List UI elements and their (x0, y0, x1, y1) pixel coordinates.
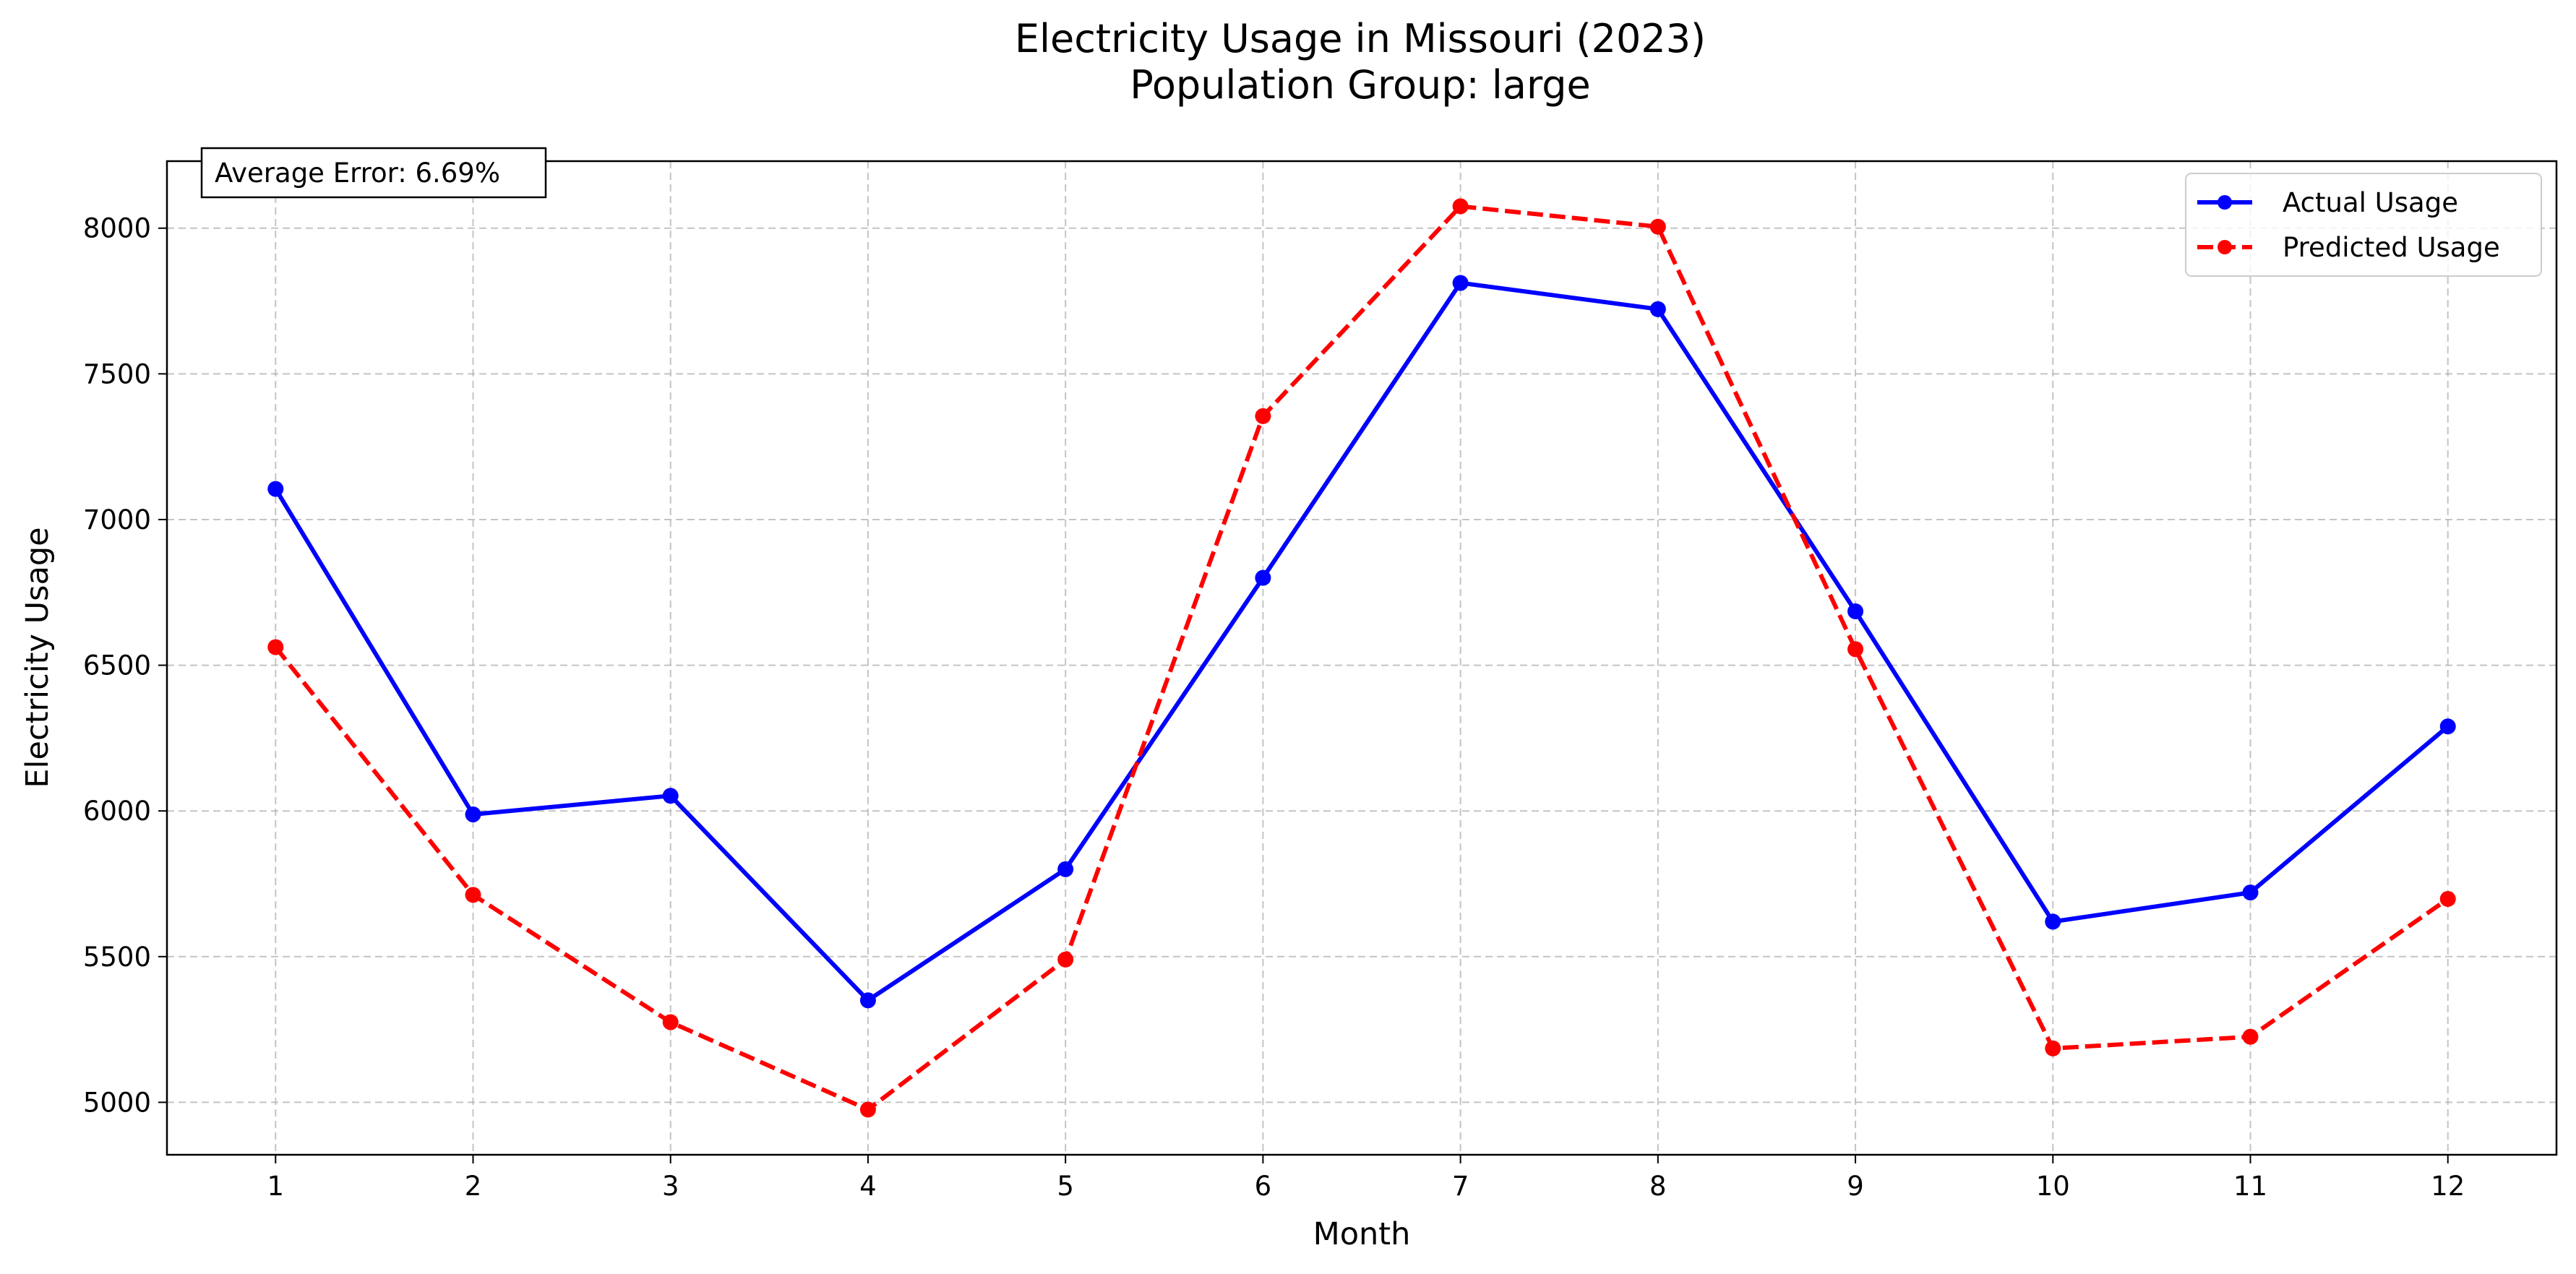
y-tick-label: 5500 (83, 942, 151, 973)
chart-subtitle: Population Group: large (1130, 62, 1590, 108)
x-tick-label: 11 (2233, 1171, 2267, 1202)
predicted-usage-point (1255, 408, 1271, 424)
actual-usage-point (859, 992, 876, 1009)
legend-marker-predicted (2217, 240, 2232, 254)
legend-frame (2185, 173, 2542, 277)
predicted-usage-point (267, 639, 284, 655)
y-tick-label: 7500 (83, 358, 151, 389)
predicted-usage-point (1057, 951, 1074, 968)
legend-label-actual: Actual Usage (2283, 187, 2458, 218)
x-tick-label: 7 (1452, 1171, 1469, 1202)
y-tick-label: 5000 (83, 1087, 151, 1118)
actual-usage-point (662, 788, 679, 804)
x-tick-label: 8 (1649, 1171, 1667, 1202)
y-tick-label: 7000 (83, 504, 151, 535)
actual-usage-point (1057, 861, 1074, 877)
predicted-usage-point (1649, 218, 1666, 235)
x-tick-label: 4 (859, 1171, 877, 1202)
predicted-usage-point (859, 1101, 876, 1118)
legend-marker-actual (2217, 195, 2232, 210)
x-axis-ticks: 1 2 3 4 5 6 7 8 9 10 11 12 (267, 1155, 2465, 1202)
legend: Actual Usage Predicted Usage (2185, 173, 2542, 277)
actual-usage-point (1649, 301, 1666, 317)
predicted-usage-point (2242, 1028, 2259, 1045)
predicted-usage-point (2045, 1040, 2061, 1056)
actual-usage-line (273, 280, 2450, 1003)
actual-usage-point (2242, 885, 2259, 901)
x-tick-label: 9 (1847, 1171, 1864, 1202)
actual-usage-point (267, 481, 284, 497)
predicted-usage-point (1452, 198, 1469, 215)
x-tick-label: 6 (1255, 1171, 1272, 1202)
x-tick-label: 10 (2036, 1171, 2070, 1202)
actual-usage-point (1452, 275, 1469, 291)
y-axis-ticks: 5000 5500 6000 6500 7000 7500 8000 (83, 213, 167, 1118)
plot-area-frame (166, 160, 2558, 1156)
actual-usage-point (1255, 569, 1271, 586)
x-axis-label: Month (1313, 1216, 1411, 1252)
legend-label-predicted: Predicted Usage (2283, 232, 2500, 263)
x-tick-label: 1 (267, 1171, 284, 1202)
x-tick-label: 2 (465, 1171, 482, 1202)
annotation-frame (200, 147, 547, 199)
predicted-usage-line (273, 204, 2450, 1112)
chart-title: Electricity Usage in Missouri (2023) (1015, 16, 1706, 61)
actual-usage-point (2439, 718, 2456, 735)
y-tick-label: 8000 (83, 213, 151, 244)
x-tick-label: 5 (1057, 1171, 1074, 1202)
grid (167, 161, 2556, 1155)
x-tick-label: 3 (662, 1171, 679, 1202)
x-tick-label: 12 (2431, 1171, 2465, 1202)
predicted-usage-point (662, 1014, 679, 1030)
predicted-usage-point (2439, 890, 2456, 907)
y-axis-label: Electricity Usage (20, 527, 56, 788)
predicted-usage-point (1847, 641, 1864, 658)
annotation-text: Average Error: 6.69% (215, 158, 500, 189)
y-tick-label: 6500 (83, 650, 151, 681)
actual-usage-point (1847, 603, 1864, 619)
actual-usage-point (465, 806, 481, 823)
predicted-usage-point (465, 887, 481, 903)
series-lines (267, 198, 2456, 1118)
actual-usage-point (2045, 913, 2061, 930)
y-tick-label: 6000 (83, 796, 151, 827)
average-error-annotation: Average Error: 6.69% (200, 147, 547, 199)
